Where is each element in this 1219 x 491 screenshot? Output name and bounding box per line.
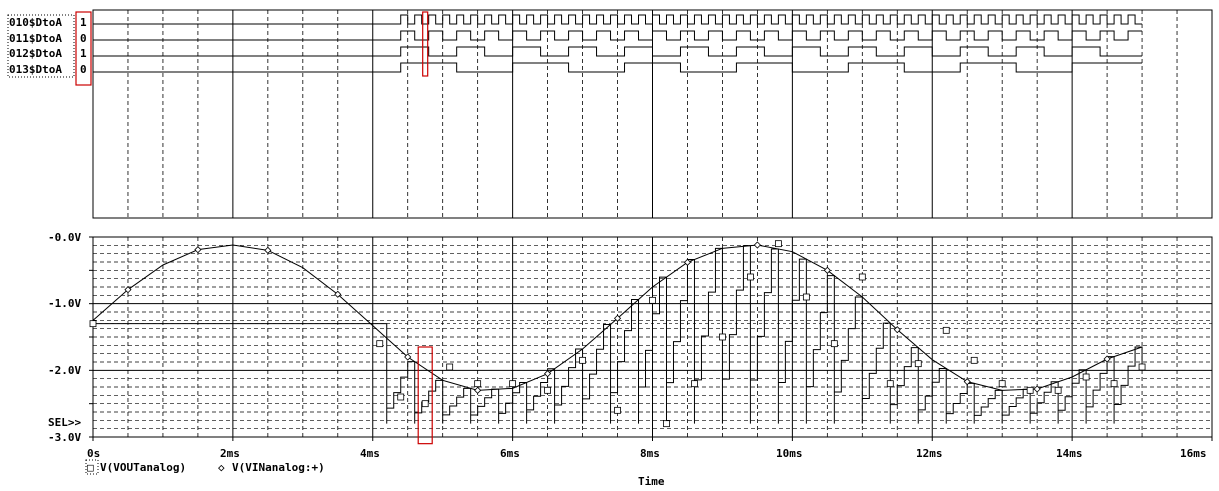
vout-square-marker — [89, 320, 97, 328]
vout-square-marker — [802, 293, 810, 301]
vin-diamond-marker — [613, 314, 622, 322]
y-tick-label: -3.0V — [48, 431, 81, 444]
analog-panel-frame — [92, 236, 1213, 438]
legend-item-vin[interactable]: V(VINanalog:+) — [232, 461, 325, 474]
x-axis-title: Time — [638, 475, 665, 488]
legend[interactable]: □ V(VOUTanalog) ◇ V(VINanalog:+) — [85, 459, 325, 475]
digital-grid — [127, 10, 1178, 218]
vin-diamond-marker — [544, 370, 552, 378]
vout-square-marker — [446, 363, 454, 371]
vin-diamond-marker — [1033, 385, 1041, 393]
vin-diamond-marker — [893, 326, 901, 334]
x-tick-label: 12ms — [916, 447, 943, 460]
x-tick-label: 0s — [87, 447, 100, 460]
digital-waveforms — [93, 14, 1143, 73]
vout-square-marker — [914, 360, 922, 368]
vin-diamond-marker — [474, 386, 482, 394]
vout-square-marker — [544, 386, 551, 394]
vout-square-marker — [719, 333, 726, 341]
vout-square-marker — [970, 356, 978, 364]
legend-marker-square-icon: □ — [87, 461, 94, 474]
cursor-analog-box — [417, 346, 433, 445]
x-tick-label: 2ms — [220, 447, 240, 460]
vout-square-marker — [376, 340, 384, 348]
vout-square-marker — [830, 340, 838, 348]
y-tick-label: -0.0V — [48, 231, 81, 244]
vout-square-marker — [998, 380, 1006, 388]
cursor-digital-box — [422, 11, 429, 77]
vout-square-marker — [1082, 373, 1090, 381]
digital-wave-013$DtoA — [93, 62, 1143, 73]
sel-marker[interactable]: SEL>> — [48, 416, 81, 429]
digital-wave-012$DtoA — [93, 46, 1143, 57]
digital-wave-010$DtoA — [93, 14, 1143, 25]
x-tick-label: 10ms — [776, 447, 803, 460]
vin-diamond-marker — [404, 353, 412, 361]
vout-square-marker — [614, 406, 621, 414]
vout-square-marker — [747, 273, 754, 281]
vin-diamond-marker — [194, 246, 202, 254]
x-axis: 0s 2ms 4ms 6ms 8ms 10ms 12ms 14ms 16ms T… — [87, 447, 1207, 488]
vout-square-marker — [421, 400, 429, 408]
digital-wave-011$DtoA — [93, 30, 1143, 41]
digital-signal-labels[interactable]: 010$DtoA 1 011$DtoA 0 012$DtoA 1 013$Dto… — [7, 11, 92, 86]
vout-square-marker — [886, 380, 894, 388]
vin-diamond-marker — [264, 246, 272, 254]
x-tick-label: 8ms — [640, 447, 660, 460]
y-axis-labels: -0.0V -1.0V -2.0V -3.0V SEL>> — [48, 231, 81, 444]
vout-square-marker — [663, 420, 670, 428]
vout-square-marker — [1054, 386, 1062, 394]
vout-square-marker — [1138, 363, 1146, 371]
vout-square-marker — [942, 326, 950, 334]
signal-name-selection-box — [7, 14, 75, 78]
vout-square-marker — [649, 296, 656, 304]
legend-item-vout[interactable]: V(VOUTanalog) — [100, 461, 186, 474]
vout-square-marker — [397, 393, 405, 401]
legend-marker-diamond-icon: ◇ — [218, 461, 225, 474]
vin-diamond-marker — [963, 378, 971, 386]
x-tick-label: 6ms — [500, 447, 520, 460]
vout-square-marker — [509, 380, 517, 388]
vout-square-marker — [858, 273, 866, 281]
vin-diamond-marker — [683, 258, 692, 266]
signal-name-010[interactable]: 010$DtoA — [9, 16, 62, 29]
vout-square-marker — [691, 380, 698, 388]
signal-value-010: 1 — [80, 16, 87, 29]
signal-name-011[interactable]: 011$DtoA — [9, 32, 62, 45]
vout-square-marker — [474, 380, 482, 388]
legend-selection-box — [85, 459, 99, 475]
digital-panel: 010$DtoA 1 011$DtoA 0 012$DtoA 1 013$Dto… — [7, 9, 1213, 219]
signal-name-013[interactable]: 013$DtoA — [9, 63, 62, 76]
signal-value-013: 0 — [80, 63, 87, 76]
cursor[interactable] — [417, 11, 433, 445]
x-tick-label: 4ms — [360, 447, 380, 460]
x-tick-label: 16ms — [1180, 447, 1207, 460]
vin-diamond-marker — [334, 290, 342, 298]
signal-name-012[interactable]: 012$DtoA — [9, 47, 62, 60]
vout-trace — [93, 245, 1143, 424]
vout-square-marker — [1110, 380, 1118, 388]
y-tick-label: -2.0V — [48, 364, 81, 377]
vin-diamond-marker — [1103, 355, 1111, 363]
x-tick-label: 14ms — [1056, 447, 1083, 460]
y-tick-label: -1.0V — [48, 297, 81, 310]
vout-square-marker — [1026, 386, 1034, 394]
signal-value-012: 1 — [80, 47, 87, 60]
analog-panel: -0.0V -1.0V -2.0V -3.0V SEL>> — [48, 231, 1213, 444]
vin-diamond-marker — [753, 241, 761, 249]
analog-grid — [89, 236, 1213, 441]
analog-traces — [92, 244, 1143, 424]
signal-value-011: 0 — [80, 32, 87, 45]
vout-square-marker — [774, 240, 782, 248]
vout-square-marker — [579, 356, 586, 364]
analog-markers — [89, 240, 1146, 428]
signal-value-cursor-box — [75, 11, 92, 86]
vin-diamond-marker — [124, 286, 132, 294]
vin-diamond-marker — [823, 266, 831, 274]
